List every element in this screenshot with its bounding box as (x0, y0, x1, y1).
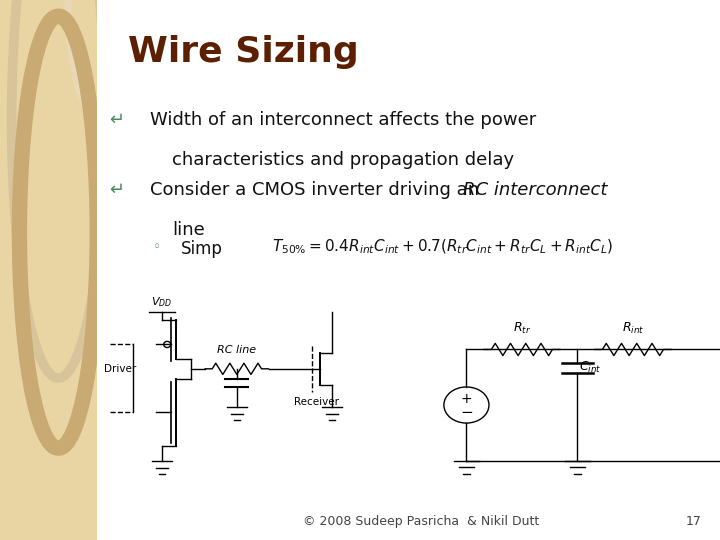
Text: Wire Sizing: Wire Sizing (128, 35, 359, 69)
Text: Consider a CMOS inverter driving an: Consider a CMOS inverter driving an (150, 181, 485, 199)
Text: +: + (461, 392, 472, 406)
Text: characteristics and propagation delay: characteristics and propagation delay (172, 151, 514, 169)
Text: © 2008 Sudeep Pasricha  & Nikil Dutt: © 2008 Sudeep Pasricha & Nikil Dutt (303, 515, 539, 528)
Text: ◦: ◦ (153, 240, 161, 254)
Text: ↵: ↵ (109, 181, 125, 199)
Text: Driver: Driver (104, 364, 137, 374)
Text: Width of an interconnect affects the power: Width of an interconnect affects the pow… (150, 111, 536, 129)
Text: RC line: RC line (217, 345, 256, 355)
Text: Simp: Simp (181, 240, 223, 258)
Text: RC interconnect: RC interconnect (464, 181, 608, 199)
Text: Receiver: Receiver (294, 397, 338, 407)
Text: ↵: ↵ (109, 111, 125, 129)
Text: $R_{int}$: $R_{int}$ (622, 320, 644, 335)
Text: −: − (460, 406, 473, 420)
Text: $C_{int}$: $C_{int}$ (579, 360, 602, 375)
Text: $V_{DD}$: $V_{DD}$ (151, 295, 173, 308)
Text: $R_{tr}$: $R_{tr}$ (513, 320, 531, 335)
Text: line: line (172, 221, 204, 239)
Text: 17: 17 (685, 515, 701, 528)
Text: $T_{50\%} = 0.4R_{int}C_{int} + 0.7(R_{tr}C_{int} + R_{tr}C_L + R_{int}C_L)$: $T_{50\%} = 0.4R_{int}C_{int} + 0.7(R_{t… (271, 238, 613, 256)
